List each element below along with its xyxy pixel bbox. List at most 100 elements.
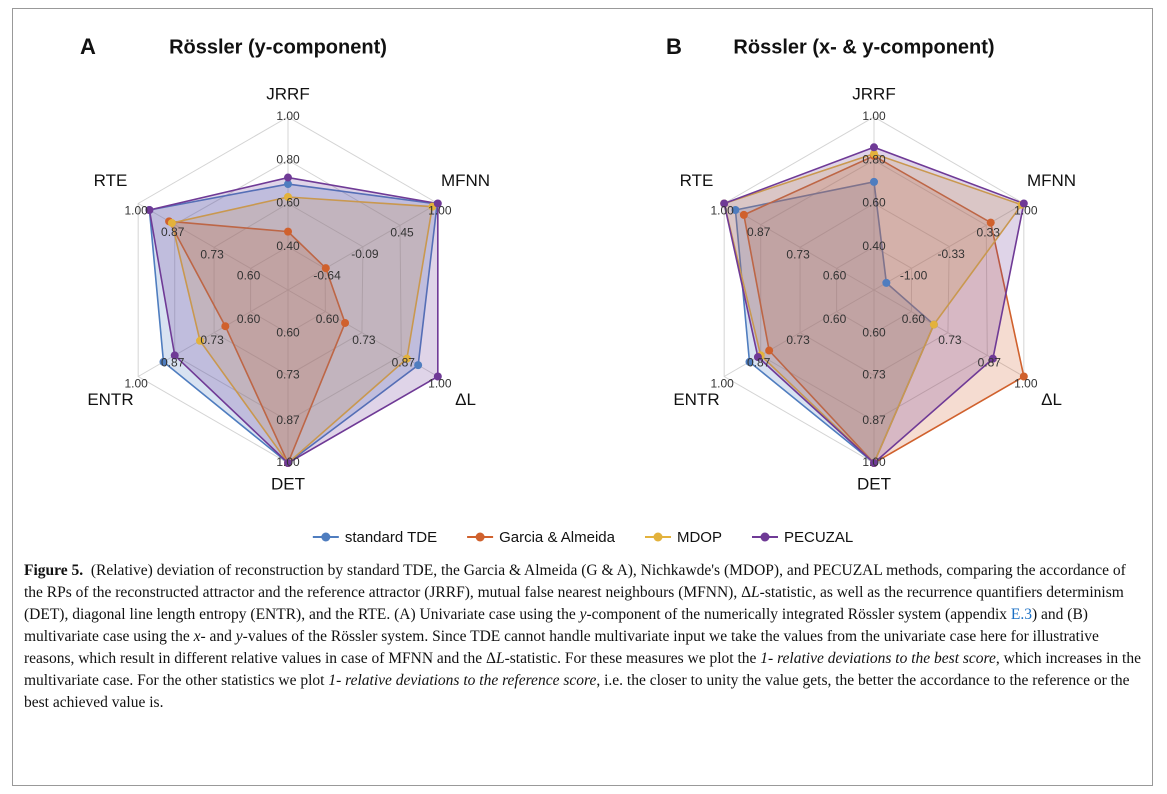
caption-italic: y bbox=[579, 606, 587, 623]
legend-label: standard TDE bbox=[345, 529, 437, 546]
caption-italic: 1- relative deviations to the reference … bbox=[328, 672, 597, 689]
point bbox=[145, 205, 154, 214]
tick-label: 0.73 bbox=[200, 247, 224, 261]
tick-label: 0.80 bbox=[276, 152, 300, 166]
point bbox=[1019, 372, 1028, 381]
point bbox=[402, 354, 411, 363]
tick-label: 0.60 bbox=[237, 312, 261, 326]
point bbox=[929, 320, 938, 329]
point bbox=[221, 322, 230, 331]
tick-label: 0.60 bbox=[823, 312, 847, 326]
tick-label: 0.73 bbox=[200, 333, 224, 347]
point bbox=[284, 459, 292, 467]
point bbox=[870, 149, 878, 158]
legend-marker bbox=[760, 532, 770, 542]
tick-label: 1.00 bbox=[276, 455, 300, 469]
legend-label: PECUZAL bbox=[784, 529, 853, 546]
point bbox=[1019, 199, 1028, 208]
point bbox=[159, 357, 168, 366]
tick-label: 1.00 bbox=[862, 455, 886, 469]
chart-title: Rössler (y-component) bbox=[169, 36, 387, 58]
caption-italic: y bbox=[235, 628, 243, 645]
point bbox=[870, 459, 878, 467]
point bbox=[321, 264, 330, 273]
caption-text: (Relative) deviation of reconstruction b… bbox=[24, 562, 1126, 601]
axis-name: RTE bbox=[680, 171, 714, 190]
caption-text: - and bbox=[200, 628, 236, 645]
tick-label: -0.09 bbox=[351, 247, 379, 261]
tick-label: 0.87 bbox=[862, 413, 886, 427]
caption-italic: L bbox=[495, 650, 505, 667]
point bbox=[284, 180, 292, 189]
caption-text: -statistic. For these measures we plot t… bbox=[504, 650, 761, 667]
tick-label: 0.60 bbox=[823, 269, 847, 283]
tick-label: 0.73 bbox=[276, 368, 300, 382]
point bbox=[284, 227, 292, 236]
grid-ring bbox=[213, 202, 364, 376]
tick-label: 0.87 bbox=[747, 356, 771, 370]
tick-label: 1.00 bbox=[124, 204, 148, 218]
tick-label: 0.60 bbox=[276, 325, 300, 339]
axis-name: RTE bbox=[94, 171, 128, 190]
tick-label: 1.00 bbox=[428, 377, 452, 391]
tick-label: 0.60 bbox=[276, 196, 300, 210]
figure: A Rössler (y-component) 0.40 0.60 0.80 1.00 JR… bbox=[80, 34, 1076, 546]
point bbox=[731, 205, 740, 214]
caption-text: -component of the numerically integrated… bbox=[586, 606, 1011, 623]
caption-italic: 1- relative deviations to the best score bbox=[760, 650, 996, 667]
point bbox=[284, 193, 292, 202]
point bbox=[196, 336, 205, 345]
point bbox=[170, 351, 179, 360]
point bbox=[284, 173, 292, 182]
point bbox=[765, 346, 774, 355]
axis-name: ENTR bbox=[87, 390, 133, 409]
axis-name: MFNN bbox=[1027, 171, 1076, 190]
figure-frame bbox=[12, 8, 1153, 786]
axis-name: ENTR bbox=[673, 390, 719, 409]
point bbox=[986, 218, 995, 227]
caption-text: , i.e. the closer to unity the value get… bbox=[24, 672, 1130, 711]
tick-label: 0.60 bbox=[902, 312, 926, 326]
tick-label: 0.40 bbox=[862, 239, 886, 253]
tick-label: 1.00 bbox=[710, 204, 734, 218]
chart-title: Rössler (x- & y-component) bbox=[733, 36, 994, 58]
point bbox=[414, 361, 423, 370]
grid-ring bbox=[836, 246, 913, 334]
tick-label: -0.33 bbox=[938, 247, 966, 261]
point bbox=[720, 199, 729, 208]
caption-link[interactable]: E.3 bbox=[1010, 606, 1033, 623]
caption-italic: x bbox=[193, 628, 201, 645]
axis-name: ΔL bbox=[1041, 390, 1062, 409]
tick-label: 1.00 bbox=[1014, 377, 1038, 391]
tick-label: 0.60 bbox=[316, 312, 340, 326]
tick-label: 0.40 bbox=[276, 239, 300, 253]
point bbox=[753, 353, 762, 362]
legend-label: Garcia & Almeida bbox=[499, 529, 616, 546]
axis-name: DET bbox=[857, 474, 891, 493]
tick-label: 0.80 bbox=[862, 152, 886, 166]
caption: Figure 5. (Relative) deviation of recons… bbox=[24, 560, 1144, 714]
point bbox=[882, 278, 891, 287]
tick-label: 0.87 bbox=[161, 225, 185, 239]
tick-label: 0.87 bbox=[747, 225, 771, 239]
axis-name: JRRF bbox=[852, 84, 895, 103]
caption-text: , which increases in the multivariate ca… bbox=[24, 650, 1141, 689]
grid-ring bbox=[799, 202, 950, 376]
caption-label: Figure 5. bbox=[24, 562, 84, 579]
tick-label: 0.87 bbox=[161, 356, 185, 370]
panel-label: B bbox=[666, 34, 682, 59]
caption-text: -values of the Rössler system. Since TDE… bbox=[24, 628, 1099, 667]
spoke bbox=[723, 203, 875, 291]
tick-label: 0.60 bbox=[862, 325, 886, 339]
spoke bbox=[287, 289, 439, 377]
legend: standard TDE Garcia & Almeida MDOP PECUZAL bbox=[312, 529, 853, 546]
point bbox=[167, 218, 176, 227]
spoke bbox=[137, 203, 289, 291]
panel-label: A bbox=[80, 34, 96, 59]
tick-label: 0.87 bbox=[978, 356, 1002, 370]
point bbox=[745, 357, 754, 366]
point bbox=[988, 354, 997, 363]
point bbox=[433, 372, 442, 381]
point bbox=[870, 177, 878, 186]
caption-italic: L bbox=[751, 584, 760, 601]
